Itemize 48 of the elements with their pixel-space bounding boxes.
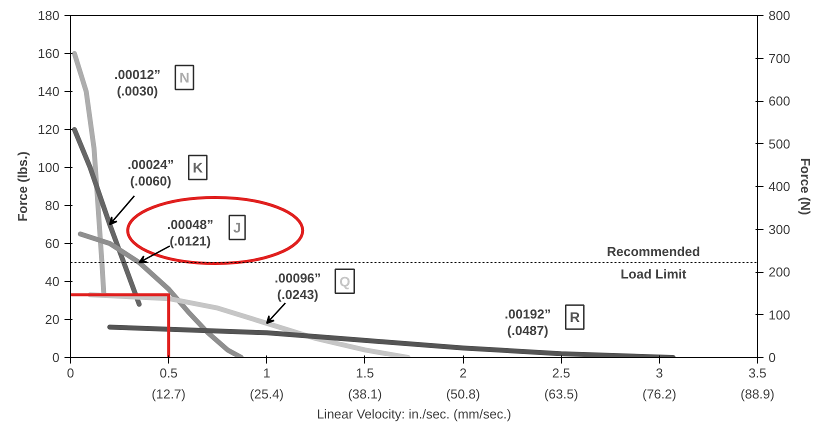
text: N — [179, 70, 190, 86]
y2-tick-label: 700 — [768, 50, 790, 66]
annotation: .00096” (.0243) — [274, 270, 321, 302]
annotation: .00024” (.0060) — [128, 156, 174, 188]
y2-axis-title: Force (N) — [798, 158, 814, 216]
y2-tick-label: 400 — [768, 179, 790, 194]
y-tick-label: 140 — [38, 84, 60, 99]
text: J — [233, 220, 242, 236]
x-tick-label: 0 — [66, 366, 74, 380]
y2-tick-label: 200 — [768, 264, 790, 280]
y-tick-label: 180 — [38, 8, 60, 23]
y2-tick-label: 500 — [768, 136, 790, 152]
x-tick-label: 2 — [459, 366, 467, 380]
x2-tick-label: (88.9) — [740, 386, 774, 402]
y2-tick-label: 300 — [768, 222, 790, 237]
x2-tick-label: (63.5) — [544, 386, 578, 402]
x-tick-label: 1.5 — [356, 366, 374, 380]
x-tick-label: 3.5 — [748, 366, 767, 380]
y2-tick-label: 0 — [768, 350, 776, 365]
annotation: .00012” (.0030) — [114, 66, 161, 98]
y-tick-label: 100 — [38, 160, 60, 175]
y-tick-label: 80 — [45, 198, 60, 213]
x-tick-label: 1 — [263, 366, 270, 380]
annotation: .00192” (.0487) — [504, 306, 551, 338]
x-tick-label: 3 — [656, 366, 663, 380]
x-tick-label: 2.5 — [552, 366, 570, 380]
text: R — [570, 309, 580, 326]
y2-tick-label: 100 — [768, 307, 790, 322]
y-tick-label: 60 — [45, 236, 60, 251]
y-tick-label: 20 — [45, 312, 60, 327]
y2-tick-label: 800 — [768, 8, 790, 23]
x2-tick-label: (12.7) — [152, 386, 186, 402]
x-tick-label: 0.5 — [160, 366, 178, 380]
x2-tick-label: (76.2) — [642, 386, 676, 402]
ref-line-label: Recommended Load Limit — [606, 244, 700, 282]
x2-tick-label: (38.1) — [348, 386, 382, 402]
text: K — [192, 160, 203, 176]
y2-tick-label: 600 — [768, 94, 790, 108]
y-tick-label: 40 — [45, 274, 60, 289]
x2-tick-label: (25.4) — [250, 386, 284, 402]
y-axis-title: Force (lbs.) — [14, 151, 30, 222]
y-tick-label: 0 — [52, 350, 60, 365]
text: Q — [339, 273, 350, 290]
y-tick-label: 120 — [38, 122, 60, 137]
x-axis-title: Linear Velocity: in./sec. (mm/sec.) — [316, 406, 512, 422]
x2-tick-label: (50.8) — [446, 386, 480, 402]
y-tick-label: 160 — [38, 46, 60, 61]
annotation: .00048” (.0121) — [167, 216, 214, 248]
